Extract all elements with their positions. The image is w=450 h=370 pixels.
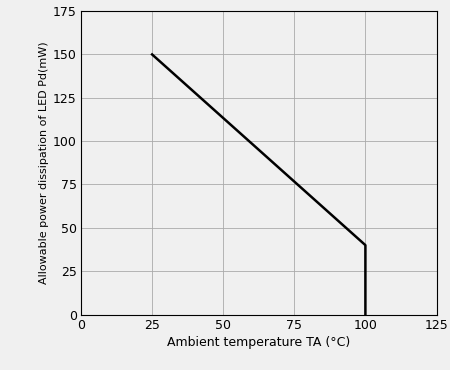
X-axis label: Ambient temperature TA (°C): Ambient temperature TA (°C) xyxy=(167,336,351,349)
Y-axis label: Allowable power dissipation of LED Pd(mW): Allowable power dissipation of LED Pd(mW… xyxy=(39,41,49,284)
